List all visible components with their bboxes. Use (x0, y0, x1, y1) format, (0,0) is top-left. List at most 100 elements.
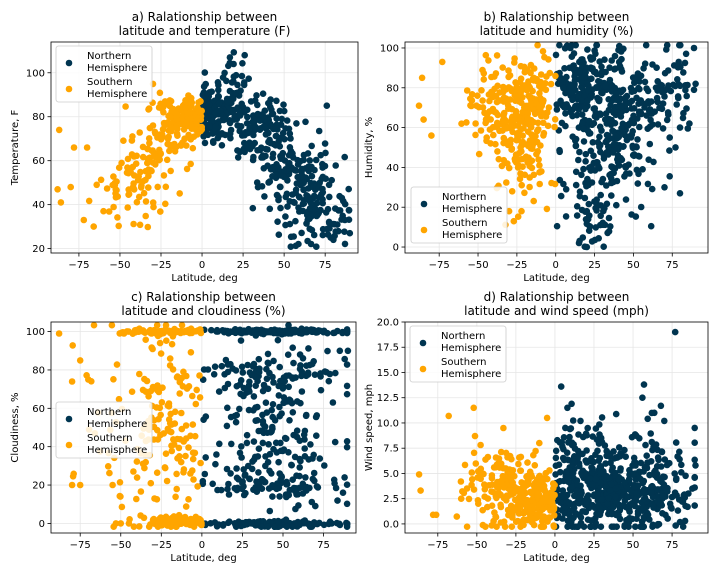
south-data-point (157, 350, 165, 357)
north-data-point (642, 100, 649, 107)
temperature-chart: −75 −50 −25 0 25 50 75 20 40 60 80 100 Latitude, deg… (10, 10, 359, 284)
north-data-point (282, 491, 290, 498)
south-data-point (161, 520, 169, 528)
south-data-point (536, 439, 543, 447)
north-data-point (656, 500, 664, 508)
north-data-point (245, 75, 252, 82)
north-data-point (302, 474, 309, 481)
south-data-point (521, 189, 528, 197)
north-data-point (660, 481, 668, 488)
north-data-point (276, 183, 284, 191)
north-data-point (682, 50, 690, 58)
north-data-point (604, 500, 611, 508)
north-data-point (622, 453, 629, 461)
south-data-point (530, 74, 538, 82)
north-data-point (553, 222, 561, 230)
north-data-point (655, 520, 663, 528)
north-data-point (556, 42, 563, 49)
north-data-point (253, 92, 260, 99)
north-data-point (680, 491, 688, 499)
north-data-point (290, 484, 298, 492)
north-data-point (560, 84, 567, 92)
north-data-point (579, 56, 586, 63)
south-data-point (463, 523, 471, 530)
south-data-point (488, 89, 496, 97)
south-data-point (502, 86, 510, 93)
south-data-point (522, 66, 529, 73)
north-data-point (639, 504, 647, 511)
south-data-point (153, 386, 161, 394)
north-data-point (273, 97, 280, 105)
north-data-point (254, 518, 261, 526)
north-data-point (296, 464, 304, 471)
south-data-point (97, 176, 105, 184)
south-data-point (136, 221, 144, 229)
north-data-point (605, 214, 613, 222)
north-data-point (659, 100, 667, 107)
y-tick-label: 20 (32, 481, 45, 492)
south-data-point (493, 483, 501, 491)
north-data-point (341, 355, 349, 363)
south-data-point (499, 64, 507, 71)
south-data-point (517, 144, 524, 151)
north-data-point (690, 86, 698, 94)
north-data-point (274, 336, 282, 344)
north-data-point (341, 153, 349, 161)
north-data-point (582, 430, 590, 438)
north-data-point (343, 327, 351, 335)
north-data-point (577, 417, 584, 425)
north-data-point (647, 222, 655, 230)
north-data-point (568, 400, 575, 408)
legend: Northern Hemisphere Southern Hemisphere (410, 186, 508, 244)
north-data-point (215, 92, 222, 100)
north-data-point (287, 243, 295, 250)
legend-label-south: Southern Hemisphere (87, 433, 147, 456)
north-data-point (296, 472, 303, 480)
north-data-point (683, 92, 690, 100)
north-data-point (232, 418, 240, 426)
north-data-point (563, 449, 571, 457)
north-data-point (596, 142, 603, 149)
legend-marker-south (65, 85, 73, 93)
south-data-point (507, 487, 515, 495)
south-data-point (178, 322, 186, 329)
north-data-point (266, 450, 274, 458)
north-data-point (234, 122, 241, 129)
north-data-point (332, 205, 339, 212)
north-data-point (615, 444, 623, 451)
south-data-point (170, 441, 178, 448)
north-data-point (560, 434, 568, 441)
north-data-point (270, 379, 277, 386)
south-data-point (182, 104, 190, 112)
north-data-point (263, 375, 271, 383)
north-data-point (674, 64, 682, 71)
north-data-point (251, 327, 259, 334)
north-data-point (590, 458, 597, 466)
north-data-point (660, 493, 667, 500)
north-data-point (608, 480, 615, 488)
north-data-point (332, 162, 340, 169)
south-data-point (83, 144, 91, 151)
south-data-point (467, 95, 474, 102)
north-data-point (593, 196, 600, 203)
south-data-point (493, 98, 501, 106)
south-data-point (524, 500, 531, 508)
north-data-point (592, 475, 600, 483)
north-data-point (301, 517, 309, 524)
north-data-point (317, 151, 325, 159)
north-data-point (575, 495, 583, 502)
north-data-point (584, 175, 591, 183)
x-tick-label: 0 (553, 260, 559, 271)
south-data-point (167, 167, 174, 175)
north-data-point (584, 97, 591, 105)
south-data-point (164, 140, 171, 148)
north-data-point (569, 417, 577, 424)
north-data-point (304, 237, 311, 245)
south-data-point (171, 148, 179, 155)
north-data-point (621, 479, 628, 486)
south-data-point (532, 96, 540, 104)
south-data-point (172, 493, 179, 501)
north-data-point (293, 328, 300, 336)
north-data-point (264, 385, 272, 393)
north-data-point (575, 500, 583, 507)
